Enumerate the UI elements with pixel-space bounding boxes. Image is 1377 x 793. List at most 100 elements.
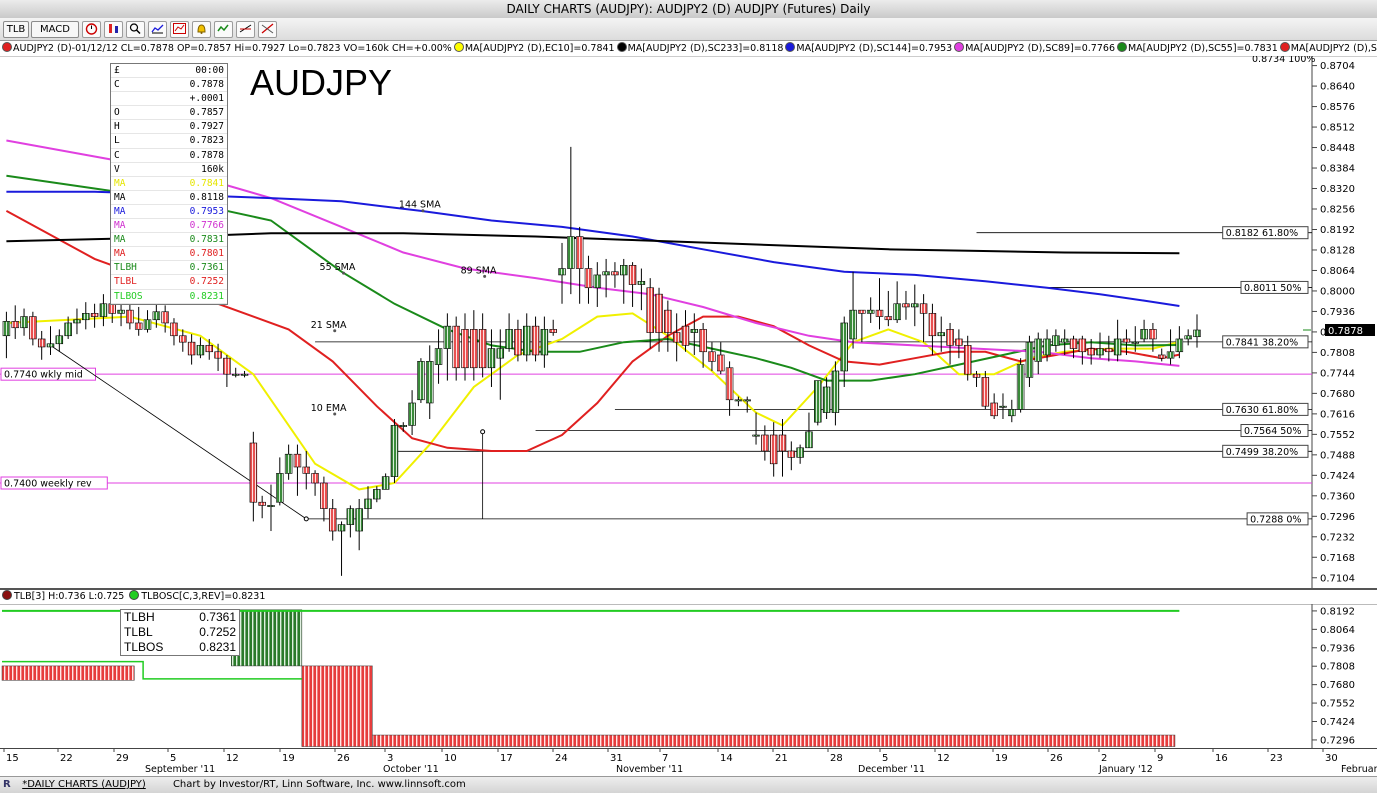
line-chart-icon[interactable] — [170, 21, 189, 38]
candle-body — [152, 311, 161, 321]
legend-item[interactable]: MA[AUDJPY2 (D),EC10]=0.7841 — [464, 43, 615, 54]
candle-body — [858, 309, 866, 314]
candle-body — [284, 453, 293, 474]
data-window-key: MA — [114, 191, 126, 203]
legend-color-icon — [2, 42, 12, 52]
x-tick-label: 21 — [775, 753, 788, 764]
data-window-key: £ — [114, 65, 120, 76]
price-marker-label: 0.7878 — [1328, 326, 1363, 337]
candle-body — [1113, 338, 1122, 356]
data-window-key: L — [114, 135, 120, 147]
legend-item[interactable]: MA[AUDJPY2 (D),SC233]=0.8118 — [627, 43, 784, 54]
draw-icon[interactable] — [258, 21, 277, 38]
chart-legend: AUDJPY2 (D)-01/12/12 CL=0.7878 OP=0.7857… — [0, 41, 1377, 57]
data-window-row: TLBL 0.7252 — [111, 275, 227, 290]
fib-label: 0.7630 61.80% — [1226, 405, 1298, 416]
x-month-label: September '11 — [145, 764, 215, 775]
indicator-icon[interactable] — [104, 21, 123, 38]
candle-body — [655, 293, 663, 333]
candle-body — [434, 348, 443, 365]
data-window-row: TLBH 0.7361 — [111, 261, 227, 276]
candle-body — [911, 303, 919, 308]
legend-item[interactable]: AUDJPY2 (D)-01/12/12 CL=0.7878 OP=0.7857… — [13, 43, 452, 54]
tlb-button[interactable]: TLB — [3, 21, 29, 38]
top-fib-label: 0.8734 100% — [1252, 56, 1315, 65]
tlb-block — [372, 734, 1176, 747]
data-window-key: C — [114, 149, 120, 161]
y-tick-label: 0.8640 — [1320, 82, 1355, 93]
zoom-icon[interactable] — [126, 21, 145, 38]
candle-body — [514, 329, 522, 356]
sub-y-tick-label: 0.8192 — [1320, 606, 1355, 617]
chart-icon[interactable] — [148, 21, 167, 38]
tlb-data-row: TLBOS 0.8231 — [121, 640, 239, 655]
data-window-value: 0.7857 — [189, 107, 224, 119]
date-axis: 15 22 29 5 12 19 26 3 10 17 24 31 7 14 21 28 5 12 19 26 2 9 16… — [0, 748, 1377, 775]
candle-body — [593, 274, 602, 289]
candle-body — [990, 402, 998, 417]
window-title: DAILY CHARTS (AUDJPY): AUDJPY2 (D) AUDJP… — [0, 0, 1377, 19]
candle-body — [602, 271, 610, 276]
legend-item[interactable]: MA[AUDJPY2 (D),SC21]=0.7801 — [1290, 43, 1377, 54]
ma-label: 144 SMA — [399, 200, 441, 211]
candle-body — [637, 281, 646, 285]
legend-item[interactable]: MA[AUDJPY2 (D),SC89]=0.7766 — [965, 43, 1115, 54]
tlb-data-key: TLBL — [124, 625, 153, 639]
x-tick-label: 19 — [995, 753, 1008, 764]
candle-body — [231, 373, 240, 376]
tlb-sub-chart[interactable]: 0.8192 0.8064 0.7936 0.7808 0.7680 0.7552 0.74… — [0, 604, 1377, 748]
y-tick-label: 0.7616 — [1320, 409, 1355, 420]
y-tick-label: 0.7808 — [1320, 348, 1355, 359]
candle-body — [390, 425, 399, 477]
sub-y-tick-label: 0.7680 — [1320, 680, 1355, 691]
fib-label-box — [1222, 402, 1309, 416]
candle-body — [769, 434, 778, 465]
tlb-data-row: TLBH 0.7361 — [121, 610, 239, 625]
main-price-chart[interactable]: 0.8704 0.8640 0.8576 0.8512 0.8448 0.8384 0.83… — [0, 56, 1377, 588]
pane-divider[interactable] — [0, 588, 1377, 590]
candle-body — [778, 434, 787, 452]
candle-body — [1060, 338, 1069, 343]
swing-point — [303, 516, 309, 522]
x-tick-label: 12 — [937, 753, 950, 764]
legend-item[interactable]: MA[AUDJPY2 (D),SC144]=0.7953 — [796, 43, 953, 54]
ttl-icon[interactable] — [236, 21, 255, 38]
candle-body — [1175, 338, 1184, 353]
candle-body — [672, 332, 681, 343]
x-month-label: October '11 — [383, 764, 439, 775]
chart-tab[interactable]: *DAILY CHARTS (AUDJPY) — [22, 779, 146, 790]
candle-body — [646, 287, 654, 333]
data-window-value: 160k — [201, 163, 224, 175]
candle-body — [955, 338, 963, 346]
line-style-icon[interactable] — [214, 21, 233, 38]
candle-body — [831, 370, 840, 413]
stopwatch-icon[interactable] — [82, 21, 101, 38]
fib-label-box — [1222, 226, 1309, 240]
tlb-data-key: TLBOS — [124, 640, 164, 654]
data-window-value: 0.7953 — [189, 205, 224, 217]
candle-body — [1105, 348, 1113, 353]
candle-body — [302, 466, 311, 474]
y-tick-label: 0.8576 — [1320, 102, 1355, 113]
macd-button[interactable]: MACD — [31, 21, 79, 38]
candle-body — [1184, 335, 1192, 340]
tlbosc-color-icon — [129, 590, 140, 600]
level-label-box — [0, 476, 108, 490]
candle-body — [628, 265, 637, 285]
y-tick-label: 0.8064 — [1320, 266, 1355, 277]
data-window-row: V 160k — [111, 163, 227, 177]
candle-body — [611, 271, 619, 276]
bell-icon[interactable] — [192, 21, 211, 38]
x-month-label: Februar — [1341, 764, 1377, 775]
sub-y-tick-label: 0.7552 — [1320, 699, 1355, 710]
symbol-label: AUDJPY — [250, 62, 393, 103]
data-window-value: 00:00 — [195, 65, 224, 76]
candle-body — [1043, 338, 1051, 356]
x-tick-label: 28 — [830, 753, 843, 764]
fib-label-box — [1240, 424, 1309, 438]
data-window-value: 0.7878 — [189, 149, 224, 161]
candle-body — [1025, 341, 1034, 378]
candle-body — [108, 303, 116, 314]
candle-body — [276, 473, 284, 503]
legend-item[interactable]: MA[AUDJPY2 (D),SC55]=0.7831 — [1127, 43, 1278, 54]
